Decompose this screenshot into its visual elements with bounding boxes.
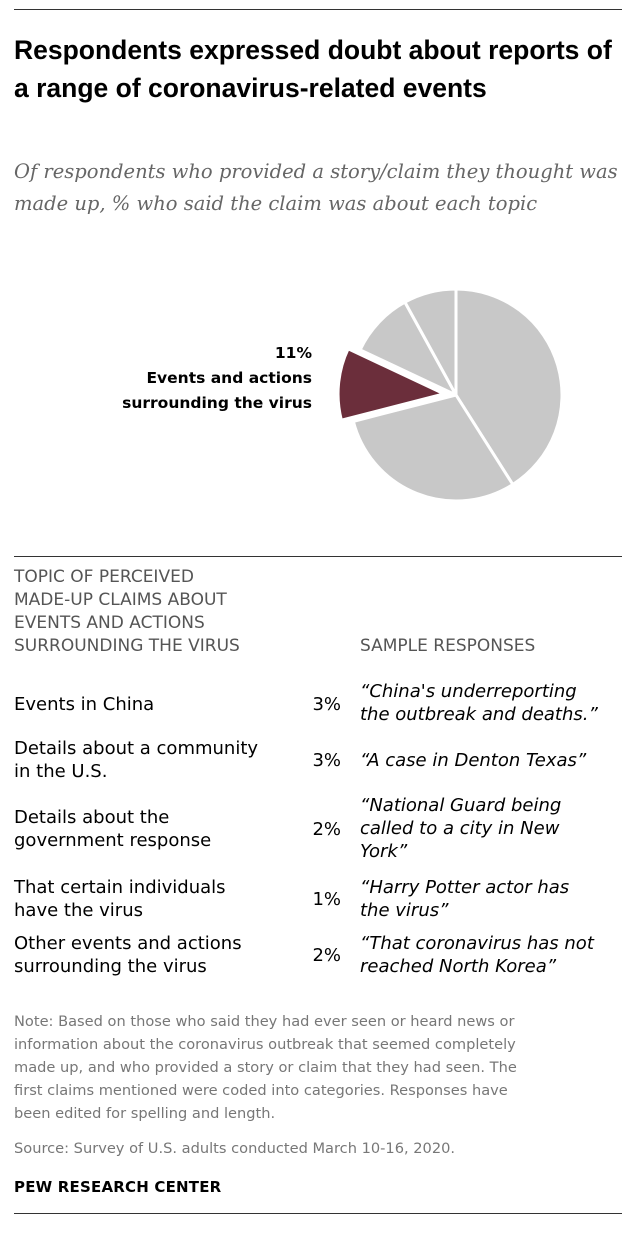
row-response-line: the virus” [360, 900, 449, 921]
row-sample-response: “National Guard being called to a city i… [360, 794, 630, 863]
row-percent: 2% [312, 819, 341, 840]
top-rule [14, 9, 622, 10]
row-response-line: York” [360, 841, 408, 862]
row-percent: 3% [312, 694, 341, 715]
row-response-line: reached North Korea” [360, 956, 557, 977]
row-topic-line: have the virus [14, 900, 143, 921]
row-topic-line: Events in China [14, 694, 155, 715]
row-topic-line: Other events and actions [14, 933, 242, 954]
row-topic-line: Details about a community [14, 738, 259, 759]
row-percent: 3% [312, 750, 341, 771]
topic-header-line: TOPIC OF PERCEIVED [14, 567, 194, 587]
row-sample-response: “Harry Potter actor has the virus” [360, 876, 630, 922]
chart-subtitle: Of respondents who provided a story/clai… [14, 160, 618, 215]
row-topic-line: surrounding the virus [14, 956, 207, 977]
row-response-line: called to a city in New [360, 818, 560, 839]
row-topic-line: government response [14, 830, 212, 851]
pie-slice [403, 287, 458, 397]
pie-highlight-value: 11% [274, 344, 312, 362]
chart-title: Respondents expressed doubt about report… [14, 35, 612, 103]
pie-highlight-label: 11% Events and actions surrounding the v… [122, 341, 312, 416]
row-response-line: “A case in Denton Texas” [360, 750, 587, 771]
row-sample-response: “That coronavirus has not reached North … [360, 932, 630, 978]
note-line: first claims mentioned were coded into c… [14, 1082, 508, 1099]
row-response-line: “That coronavirus has not [360, 933, 594, 954]
row-topic-line: That certain individuals [14, 877, 226, 898]
row-response-line: the outbreak and deaths.” [360, 704, 598, 725]
bottom-rule [14, 1213, 622, 1214]
source-note: Source: Survey of U.S. adults conducted … [14, 1140, 456, 1157]
topic-header-line: EVENTS AND ACTIONS [14, 613, 205, 633]
row-percent: 1% [312, 889, 341, 910]
row-topic-line: Details about the [14, 807, 170, 828]
row-response-line: “China's underreporting [360, 681, 577, 702]
pie-highlight-text-line-1: Events and actions [146, 369, 312, 387]
row-sample-response: “A case in Denton Texas” [360, 749, 630, 772]
row-response-line: “National Guard being [360, 795, 562, 816]
row-response-line: “Harry Potter actor has [360, 877, 570, 898]
row-topic: Other events and actions surrounding the… [14, 932, 304, 978]
pie-highlight-text-line-2: surrounding the virus [122, 394, 312, 412]
row-sample-response: “China's underreporting the outbreak and… [360, 680, 630, 726]
pie-chart [336, 287, 564, 503]
note-line: made up, and who provided a story or cla… [14, 1059, 517, 1076]
topic-header-line: SURROUNDING THE VIRUS [14, 636, 240, 656]
row-topic: Details about the government response [14, 806, 304, 852]
section-rule [14, 556, 622, 557]
note-line: been edited for spelling and length. [14, 1105, 276, 1122]
sample-responses-header: SAMPLE RESPONSES [360, 636, 536, 656]
pie-slice-highlighted [336, 347, 446, 422]
row-topic: Details about a community in the U.S. [14, 737, 304, 783]
topic-column-header: TOPIC OF PERCEIVED MADE-UP CLAIMS ABOUT … [14, 566, 304, 658]
row-percent: 2% [312, 945, 341, 966]
footnote: Note: Based on those who said they had e… [14, 1010, 626, 1125]
pie-slice [351, 393, 515, 503]
pew-research-center-logo: PEW RESEARCH CENTER [14, 1178, 222, 1196]
row-topic-line: in the U.S. [14, 761, 108, 782]
row-topic: That certain individuals have the virus [14, 876, 304, 922]
note-line: Note: Based on those who said they had e… [14, 1013, 515, 1030]
note-line: information about the coronavirus outbre… [14, 1036, 516, 1053]
row-topic: Events in China [14, 693, 304, 716]
topic-header-line: MADE-UP CLAIMS ABOUT [14, 590, 227, 610]
